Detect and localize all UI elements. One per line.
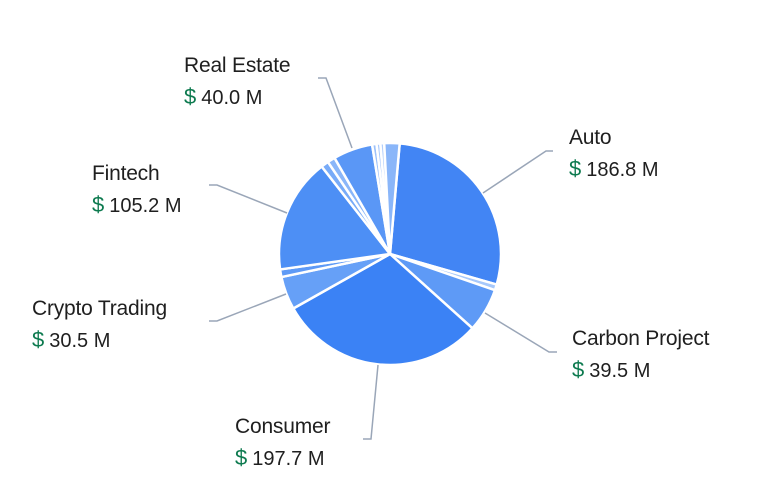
label-value: $30.5 M	[32, 326, 167, 355]
label-name: Consumer	[235, 415, 331, 438]
label-carbon-project: Carbon Project $39.5 M	[572, 326, 709, 385]
label-fintech: Fintech $105.2 M	[92, 161, 182, 220]
value-text: 105.2 M	[109, 195, 182, 217]
leader-line-auto	[482, 150, 553, 194]
leader-line-real-estate	[318, 77, 353, 149]
pie-slice-minor[interactable]	[382, 141, 401, 256]
dollar-icon: $	[32, 327, 45, 352]
dollar-icon: $	[92, 192, 105, 217]
label-name: Carbon Project	[572, 327, 710, 350]
dollar-icon: $	[569, 156, 582, 181]
value-text: 40.0 M	[201, 87, 263, 109]
dollar-icon: $	[184, 84, 197, 109]
label-real-estate: Real Estate $40.0 M	[184, 53, 291, 112]
leader-line-carbon-project	[484, 312, 557, 353]
pie-slice-consumer[interactable]	[292, 252, 474, 367]
label-value: $186.8 M	[569, 155, 659, 184]
pie-slices	[277, 141, 503, 367]
label-value: $40.0 M	[184, 83, 290, 112]
leader-line-fintech	[209, 184, 288, 214]
label-auto: Auto $186.8 M	[569, 125, 659, 184]
label-name: Real Estate	[184, 54, 291, 77]
leader-line-crypto-trading	[209, 293, 287, 322]
value-text: 30.5 M	[49, 330, 111, 352]
label-value: $105.2 M	[92, 191, 182, 220]
label-crypto-trading: Crypto Trading $30.5 M	[32, 296, 167, 355]
leader-line-consumer	[363, 364, 379, 440]
dollar-icon: $	[235, 445, 248, 470]
label-value: $39.5 M	[572, 356, 709, 385]
label-name: Fintech	[92, 162, 160, 185]
pie-slice-auto[interactable]	[388, 142, 503, 286]
value-text: 186.8 M	[586, 159, 659, 181]
dollar-icon: $	[572, 357, 585, 382]
leader-lines	[209, 77, 557, 440]
label-value: $197.7 M	[235, 444, 330, 473]
label-name: Crypto Trading	[32, 297, 167, 320]
value-text: 197.7 M	[252, 448, 325, 470]
label-name: Auto	[569, 126, 612, 149]
label-consumer: Consumer $197.7 M	[235, 414, 330, 473]
value-text: 39.5 M	[589, 360, 651, 382]
